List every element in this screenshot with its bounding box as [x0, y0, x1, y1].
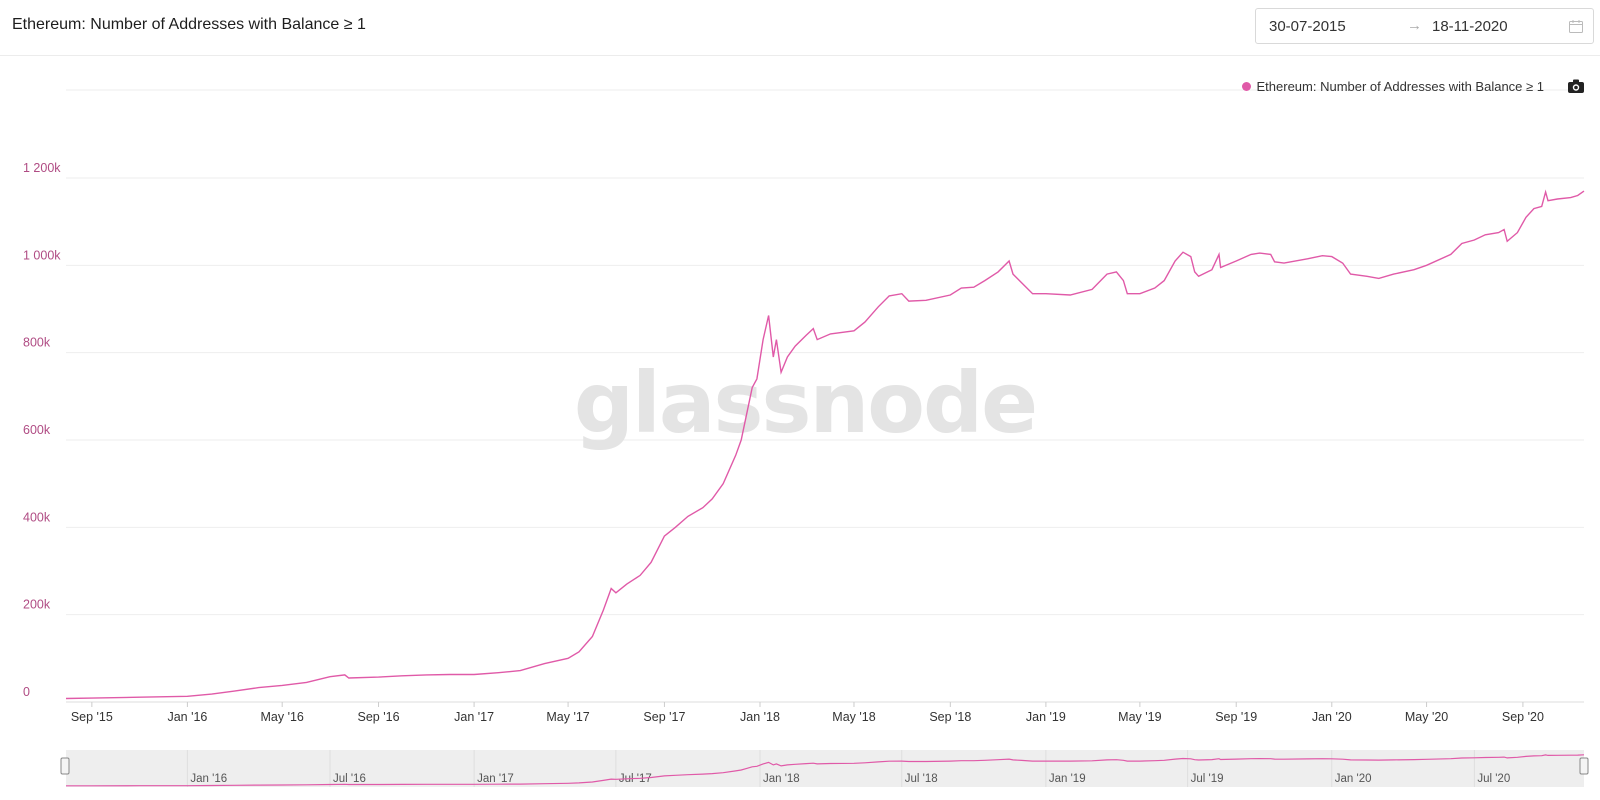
navigator-tick-label: Jan '17: [477, 773, 514, 785]
calendar-icon[interactable]: [1569, 20, 1583, 33]
navigator-series-line: [66, 754, 1585, 787]
navigator-tick-label: Jul '19: [1191, 773, 1224, 785]
navigator-left-handle[interactable]: [60, 757, 70, 775]
y-tick-label: 600k: [23, 423, 51, 437]
page-title: Ethereum: Number of Addresses with Balan…: [12, 16, 366, 33]
x-tick-label: Jan '19: [1026, 710, 1066, 724]
navigator-background: [66, 750, 1584, 787]
navigator-tick-label: Jul '18: [905, 773, 938, 785]
x-tick-label: Sep '20: [1502, 710, 1544, 724]
navigator-tick-label: Jan '18: [763, 773, 800, 785]
date-range-picker[interactable]: 30-07-2015 → 18-11-2020: [1255, 8, 1594, 44]
y-tick-label: 200k: [23, 598, 51, 612]
chart-header: Ethereum: Number of Addresses with Balan…: [0, 0, 1600, 56]
x-tick-label: May '18: [832, 710, 875, 724]
x-tick-label: Sep '16: [358, 710, 400, 724]
navigator-tick-label: Jul '16: [333, 773, 366, 785]
x-tick-label: May '16: [260, 710, 303, 724]
grid-lines: [66, 89, 1584, 703]
y-tick-label: 1 000k: [23, 248, 61, 262]
x-tick-label: Jan '16: [167, 710, 207, 724]
x-tick-label: Jan '17: [454, 710, 494, 724]
x-axis: Sep '15 Jan '16 May '16 Sep '16 Jan '17 May '…: [71, 702, 1544, 724]
navigator-tick-label: Jan '20: [1335, 773, 1372, 785]
legend[interactable]: Ethereum: Number of Addresses with Balan…: [1241, 79, 1545, 94]
date-start-input[interactable]: 30-07-2015: [1269, 18, 1346, 35]
y-axis: 0 200k 400k 600k 800k 1 000k 1 200k: [23, 161, 61, 699]
camera-icon[interactable]: [1567, 78, 1585, 94]
y-tick-label: 400k: [23, 510, 51, 524]
series-line[interactable]: [65, 189, 1585, 700]
x-tick-label: May '19: [1118, 710, 1161, 724]
x-tick-label: May '17: [546, 710, 589, 724]
x-tick-label: Jan '18: [740, 710, 780, 724]
x-tick-label: Sep '19: [1215, 710, 1257, 724]
navigator-tick-label: Jan '19: [1049, 773, 1086, 785]
legend-label: Ethereum: Number of Addresses with Balan…: [1256, 79, 1545, 94]
y-tick-label: 1 200k: [23, 161, 61, 175]
navigator-ticks: Jan '16 Jul '16 Jan '17 Jul '17 Jan '18 Jul '…: [186, 750, 1510, 787]
navigator-tick-label: Jul '20: [1477, 773, 1510, 785]
y-tick-label: 0: [23, 685, 30, 699]
legend-marker: [1241, 82, 1251, 91]
navigator-right-handle[interactable]: [1579, 757, 1589, 775]
x-tick-label: Sep '18: [929, 710, 971, 724]
date-end-input[interactable]: 18-11-2020: [1432, 18, 1508, 35]
arrow-right-icon: →: [1407, 17, 1422, 34]
x-tick-label: Jan '20: [1312, 710, 1352, 724]
navigator-tick-label: Jan '16: [190, 773, 227, 785]
x-tick-label: Sep '17: [643, 710, 685, 724]
watermark: glassnode: [574, 354, 1036, 452]
x-tick-label: May '20: [1405, 710, 1448, 724]
y-tick-label: 800k: [23, 336, 51, 350]
navigator[interactable]: Jan '16 Jul '16 Jan '17 Jul '17 Jan '18 Jul '…: [60, 750, 1589, 787]
x-tick-label: Sep '15: [71, 710, 113, 724]
